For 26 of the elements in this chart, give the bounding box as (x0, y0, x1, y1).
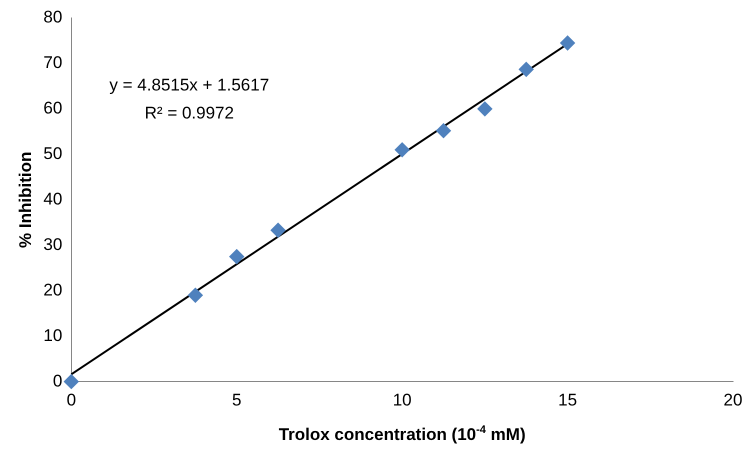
y-tick-label: 50 (43, 144, 62, 164)
y-tick-label: 60 (43, 98, 62, 118)
x-tick-label: 15 (558, 390, 578, 410)
y-tick-label: 30 (43, 234, 62, 254)
y-tick-label: 70 (43, 53, 62, 72)
y-tick-label: 20 (43, 280, 62, 300)
point (518, 62, 534, 77)
y-tick-label: 40 (43, 189, 62, 208)
point (477, 101, 492, 116)
annotation: R² = 0.9972 (144, 104, 234, 123)
y-tick-label: 80 (43, 8, 62, 27)
x-tick-label: 0 (66, 390, 76, 410)
x-tick-label: 20 (724, 390, 742, 410)
y-tick-label: 10 (43, 326, 62, 345)
point (436, 123, 452, 138)
y-tick-label: 0 (52, 371, 62, 390)
point (560, 36, 576, 50)
x-tick-label: 10 (392, 390, 412, 410)
y-axis-title: % Inhibition (16, 152, 35, 248)
x-tick-label: 5 (232, 390, 242, 410)
point (188, 288, 203, 303)
point (64, 374, 79, 390)
annotation: y = 4.8515x + 1.5617 (109, 76, 270, 95)
point (270, 222, 286, 238)
point (394, 142, 410, 158)
point (229, 249, 244, 264)
